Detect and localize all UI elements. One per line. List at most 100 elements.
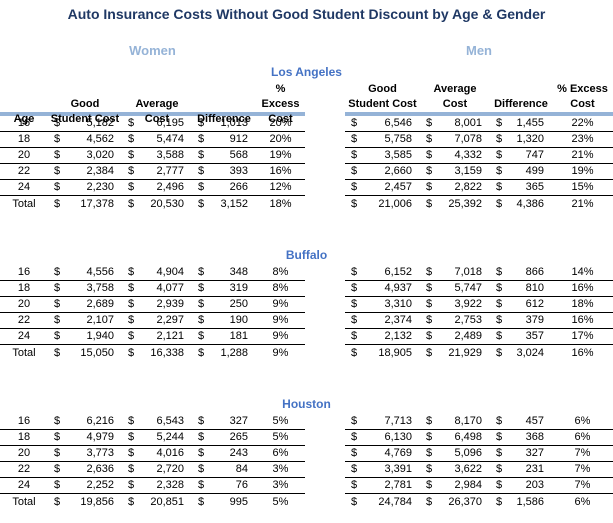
percent-cell: 5% (272, 431, 289, 443)
cell-value: 393 (229, 165, 248, 177)
excess-cost-header: % Excess Cost (557, 83, 608, 110)
percent-cell: 16% (571, 282, 594, 294)
age-cell: 18 (17, 282, 31, 294)
money-cell: $5,096 (420, 446, 490, 461)
age-cell: Total (12, 347, 36, 359)
age-cell: 24 (17, 330, 31, 342)
cell-value: 4,904 (156, 266, 184, 278)
currency-symbol: $ (54, 298, 61, 310)
cell-value: 2,636 (86, 463, 114, 475)
currency-symbol: $ (351, 165, 358, 177)
cell-value: 3,159 (454, 165, 482, 177)
money-cell: $499 (490, 164, 552, 179)
currency-symbol: $ (54, 198, 61, 210)
percent-cell: 20% (269, 117, 292, 129)
data-tables: 16 $4,556 $4,904 $348 8% 18 $3,758 $4,077 $319 8%… (0, 265, 613, 361)
money-cell: $6,216 (48, 414, 122, 429)
money-cell: $2,384 (48, 164, 122, 179)
cell-value: 2,496 (156, 181, 184, 193)
money-cell: $2,252 (48, 478, 122, 493)
currency-symbol: $ (351, 133, 358, 145)
cell-value: 26,370 (448, 496, 482, 508)
money-cell: $2,753 (420, 313, 490, 328)
cell-value: 3,310 (384, 298, 412, 310)
currency-symbol: $ (351, 415, 358, 427)
cell-value: 1,288 (220, 347, 248, 359)
table-row: $2,374 $2,753 $379 16% (345, 313, 613, 329)
percent-cell: 23% (571, 133, 594, 145)
money-cell: $5,474 (122, 132, 192, 147)
currency-symbol: $ (426, 282, 433, 294)
table-row: $2,457 $2,822 $365 15% (345, 180, 613, 196)
percent-cell: 17% (571, 330, 594, 342)
money-cell: $6,152 (345, 265, 420, 280)
currency-symbol: $ (54, 431, 61, 443)
money-cell: $15,050 (48, 345, 122, 361)
money-cell: $2,457 (345, 180, 420, 195)
currency-symbol: $ (426, 447, 433, 459)
cell-value: 2,121 (156, 330, 184, 342)
money-cell: $368 (490, 430, 552, 445)
money-cell: $327 (490, 446, 552, 461)
percent-cell: 6% (574, 431, 591, 443)
money-cell: $203 (490, 478, 552, 493)
age-cell: 22 (17, 314, 31, 326)
cell-value: 6,130 (384, 431, 412, 443)
money-cell: $2,121 (122, 329, 192, 344)
cell-value: 3,391 (384, 463, 412, 475)
currency-symbol: $ (351, 298, 358, 310)
currency-symbol: $ (426, 431, 433, 443)
money-cell: $810 (490, 281, 552, 296)
cell-value: 1,013 (220, 117, 248, 129)
currency-symbol: $ (351, 181, 358, 193)
cell-value: 2,660 (384, 165, 412, 177)
city-section: Los Angeles Age Good Student Cost Average C… (0, 65, 613, 212)
money-cell: $250 (192, 297, 256, 312)
money-cell: $995 (192, 494, 256, 510)
cell-value: 6,216 (86, 415, 114, 427)
currency-symbol: $ (198, 447, 205, 459)
money-cell: $16,338 (122, 345, 192, 361)
money-cell: $3,159 (420, 164, 490, 179)
currency-symbol: $ (496, 298, 503, 310)
currency-symbol: $ (198, 266, 205, 278)
cell-value: 17,378 (80, 198, 114, 210)
currency-symbol: $ (496, 117, 503, 129)
cell-value: 2,107 (86, 314, 114, 326)
currency-symbol: $ (198, 149, 205, 161)
currency-symbol: $ (198, 330, 205, 342)
money-cell: $912 (192, 132, 256, 147)
table-row: $3,391 $3,622 $231 7% (345, 462, 613, 478)
money-cell: $2,496 (122, 180, 192, 195)
currency-symbol: $ (128, 133, 135, 145)
currency-symbol: $ (54, 415, 61, 427)
currency-symbol: $ (198, 431, 205, 443)
currency-symbol: $ (426, 298, 433, 310)
percent-cell: 18% (571, 298, 594, 310)
currency-symbol: $ (54, 181, 61, 193)
money-cell: $4,077 (122, 281, 192, 296)
money-cell: $20,851 (122, 494, 192, 510)
cell-value: 8,170 (454, 415, 482, 427)
total-row: Total $19,856 $20,851 $995 5% (0, 494, 305, 510)
cell-value: 2,689 (86, 298, 114, 310)
cell-value: 348 (229, 266, 248, 278)
currency-symbol: $ (351, 479, 358, 491)
currency-symbol: $ (198, 117, 205, 129)
cell-value: 3,020 (86, 149, 114, 161)
table-row: 24 $2,230 $2,496 $266 12% (0, 180, 305, 196)
money-cell: $2,660 (345, 164, 420, 179)
table-row: $7,713 $8,170 $457 6% (345, 414, 613, 430)
table-row: 22 $2,636 $2,720 $84 3% (0, 462, 305, 478)
cell-value: 7,018 (454, 266, 482, 278)
money-cell: $1,013 (192, 116, 256, 131)
cell-value: 181 (229, 330, 248, 342)
cell-value: 1,455 (516, 117, 544, 129)
excess-cost-header: % Excess Cost (261, 83, 300, 125)
currency-symbol: $ (54, 266, 61, 278)
cell-value: 203 (525, 479, 544, 491)
money-cell: $21,006 (345, 196, 420, 212)
money-cell: $6,195 (122, 116, 192, 131)
cell-value: 568 (229, 149, 248, 161)
city-header: Los Angeles (271, 65, 342, 79)
